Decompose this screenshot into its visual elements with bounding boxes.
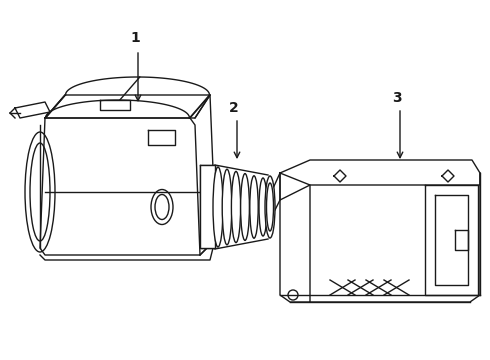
Ellipse shape (265, 176, 275, 238)
Text: 3: 3 (392, 91, 402, 105)
Ellipse shape (266, 194, 274, 220)
Ellipse shape (222, 169, 232, 245)
Ellipse shape (213, 167, 223, 247)
Ellipse shape (241, 174, 249, 240)
Polygon shape (200, 165, 215, 248)
Ellipse shape (250, 176, 258, 238)
Ellipse shape (259, 178, 267, 236)
Ellipse shape (231, 171, 241, 243)
Text: 2: 2 (229, 101, 239, 115)
Text: 1: 1 (130, 31, 140, 45)
